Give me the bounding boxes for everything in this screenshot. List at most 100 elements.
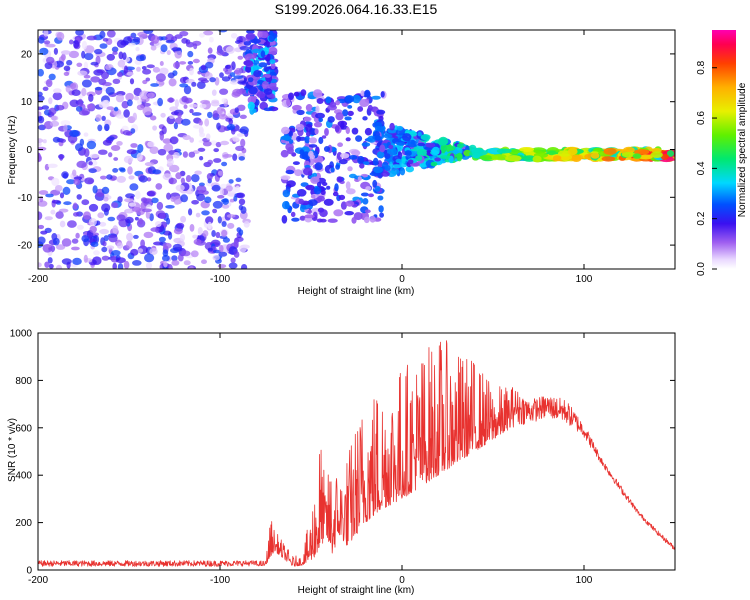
spectrogram-cell [192,58,200,64]
spectrogram-cell [211,184,221,192]
colorbar-tick-label: 0.0 [696,262,707,276]
spectrogram-cell [304,135,311,144]
spectrogram-cell [177,113,182,118]
spectrogram-cell [362,116,368,121]
spectrogram-cell [347,166,353,172]
spectrogram-cell [78,110,90,116]
spectrogram-cell [353,212,363,221]
spectrogram-cell [180,177,185,184]
spectrogram-cell [225,185,233,192]
spectrogram-cell [291,217,300,222]
spectrogram-cell [73,178,81,186]
spectrogram-cell [332,191,339,197]
spectrogram-cell [38,68,44,77]
spectrogram-cell [229,72,236,77]
spectrogram-x-tick-label: -200 [28,274,48,285]
spectrogram-cell [360,90,365,97]
spectrogram-cell [76,160,87,168]
spectrogram-cell [193,43,198,50]
spectrogram-cell [401,155,406,165]
spectrogram-cell [374,121,382,128]
spectrogram-cell [216,122,221,130]
spectrogram-cell [135,46,140,52]
spectrogram-cell [345,126,350,135]
spectrogram-cell [193,238,202,245]
spectrogram-cell [163,260,168,268]
spectrogram-cell [225,46,235,54]
spectrogram-cell [60,50,71,55]
spectrogram-cell [97,124,103,132]
spectrogram-cell [235,185,241,193]
spectrogram-cell [303,167,313,176]
spectrogram-cell [200,79,209,83]
spectrogram-cell [77,70,88,76]
spectrogram-cell [211,89,217,96]
spectrogram-cell [137,248,144,253]
spectrogram-cell [296,135,302,142]
spectrogram-cell [233,239,239,248]
spectrogram-cell [157,97,164,107]
spectrogram-cell [169,114,175,119]
spectrogram-cell [150,83,160,87]
spectrogram-cell [69,129,80,138]
spectrogram-cell [88,93,94,102]
spectrogram-cell [182,134,191,141]
spectrogram-cell [201,259,207,265]
spectrogram-cell [314,159,320,163]
spectrogram-cell [307,209,313,214]
spectrogram-cell [440,144,447,153]
spectrogram-cell [379,144,386,153]
spectrogram-cell [171,260,180,266]
spectrogram-cell [132,36,141,43]
spectrogram-cell [106,53,116,61]
spectrogram-cell [221,98,227,103]
spectrogram-cell [344,211,355,216]
spectrogram-y-tick-label: 10 [21,97,33,108]
spectrogram-cell [532,155,542,163]
spectrogram-cell [632,153,642,159]
snr-x-tick-label: 0 [399,575,405,586]
spectrogram-cell [76,62,83,67]
spectrogram-cell [333,209,344,217]
spectrogram-cell [112,168,119,173]
spectrogram-cell [152,125,158,131]
spectrogram-cell [425,142,436,148]
spectrogram-cell [126,99,133,107]
spectrogram-cell [133,95,140,101]
spectrogram-cell [59,138,66,143]
spectrogram-cell [41,105,50,110]
snr-y-ticks: 0 200 400 600 800 1000 [10,329,675,577]
spectrogram-cell [207,47,213,54]
spectrogram-cell [167,264,173,269]
spectrogram-cell [165,205,175,209]
spectrogram-cell [306,131,311,137]
snr-y-axis-label: SNR (10 * v/v) [7,418,18,482]
spectrogram-cell [150,227,160,232]
spectrogram-cell [383,133,393,139]
spectrogram-cell [351,150,361,156]
spectrogram-cell [296,189,307,197]
spectrogram-cell [191,200,200,205]
spectrogram-cell [38,36,45,44]
spectrogram-cell [217,264,227,269]
spectrogram-cell [246,30,255,34]
spectrogram-cell [337,142,343,147]
spectrogram-cell [191,112,202,116]
spectrogram-cell [128,202,136,207]
spectrogram-x-tick-label: 100 [576,274,593,285]
spectrogram-cell [141,66,147,70]
spectrogram-cell [174,200,180,205]
spectrogram-cell [167,72,175,79]
spectrogram-cell [156,201,164,211]
spectrogram-cell [415,155,423,162]
spectrogram-cell [52,92,63,101]
spectrogram-cell [93,250,100,256]
spectrogram-x-tick-label: -100 [210,274,230,285]
spectrogram-cell [130,128,136,134]
spectrogram-cell [95,114,102,122]
spectrogram-cell [237,55,244,60]
spectrogram-cell [81,235,89,243]
spectrogram-cell [345,137,351,142]
spectrogram-cell [63,65,71,72]
spectrogram-cell [48,73,56,81]
